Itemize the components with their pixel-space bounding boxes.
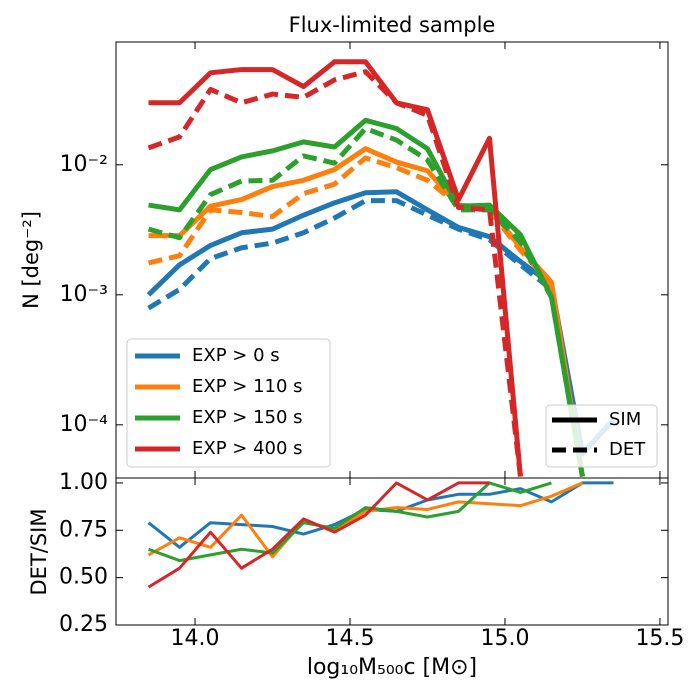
data-line bbox=[148, 59, 523, 477]
series-group bbox=[148, 117, 585, 477]
x-tick-label: 14.0 bbox=[171, 626, 220, 651]
series-group bbox=[147, 481, 584, 559]
legend-label: EXP > 400 s bbox=[192, 438, 303, 459]
series-group bbox=[148, 146, 585, 477]
y-tick-label: 10⁻⁴ bbox=[60, 412, 109, 437]
y-tick-label: 0.25 bbox=[59, 612, 108, 637]
legend-label: SIM bbox=[609, 409, 641, 430]
data-line bbox=[148, 117, 585, 477]
legend-label: EXP > 0 s bbox=[192, 345, 280, 366]
series-group bbox=[147, 126, 585, 477]
y-tick-label: 0.75 bbox=[59, 517, 108, 542]
series-group bbox=[147, 481, 490, 589]
x-axis-label: log₁₀M₅₀₀c [M⊙] bbox=[307, 655, 477, 680]
y-tick-label: 0.50 bbox=[59, 565, 108, 590]
legend-box bbox=[126, 338, 331, 468]
data-line bbox=[148, 146, 585, 477]
chart-title: Flux-limited sample bbox=[289, 13, 496, 37]
series-group bbox=[147, 198, 616, 457]
y-tick-label: 10⁻³ bbox=[60, 282, 108, 307]
y-tick-label: 1.00 bbox=[59, 470, 108, 495]
x-tick-label: 14.5 bbox=[326, 626, 375, 651]
series-group bbox=[148, 481, 552, 563]
legend-label: EXP > 110 s bbox=[192, 376, 303, 397]
y-tick-label: 10⁻² bbox=[60, 152, 108, 177]
axes-frame bbox=[115, 477, 669, 626]
x-tick-label: 15.5 bbox=[635, 626, 684, 651]
data-line bbox=[147, 69, 523, 477]
y-axis-label: DET/SIM bbox=[27, 509, 51, 596]
legend-label: DET bbox=[609, 439, 646, 460]
legend: SIM DET bbox=[545, 404, 658, 468]
data-line bbox=[147, 126, 585, 477]
data-line bbox=[148, 481, 552, 563]
data-line bbox=[147, 198, 616, 457]
x-tick-label: 15.0 bbox=[480, 626, 529, 651]
data-line bbox=[147, 481, 490, 589]
series-group bbox=[147, 69, 523, 477]
data-line bbox=[147, 481, 584, 559]
series-group bbox=[148, 59, 523, 477]
legend-label: EXP > 150 s bbox=[192, 407, 303, 428]
legend: EXP > 0 s EXP > 110 s EXP > 150 s EXP > 400… bbox=[126, 338, 331, 468]
y-axis-label: N [deg⁻²] bbox=[19, 211, 43, 309]
